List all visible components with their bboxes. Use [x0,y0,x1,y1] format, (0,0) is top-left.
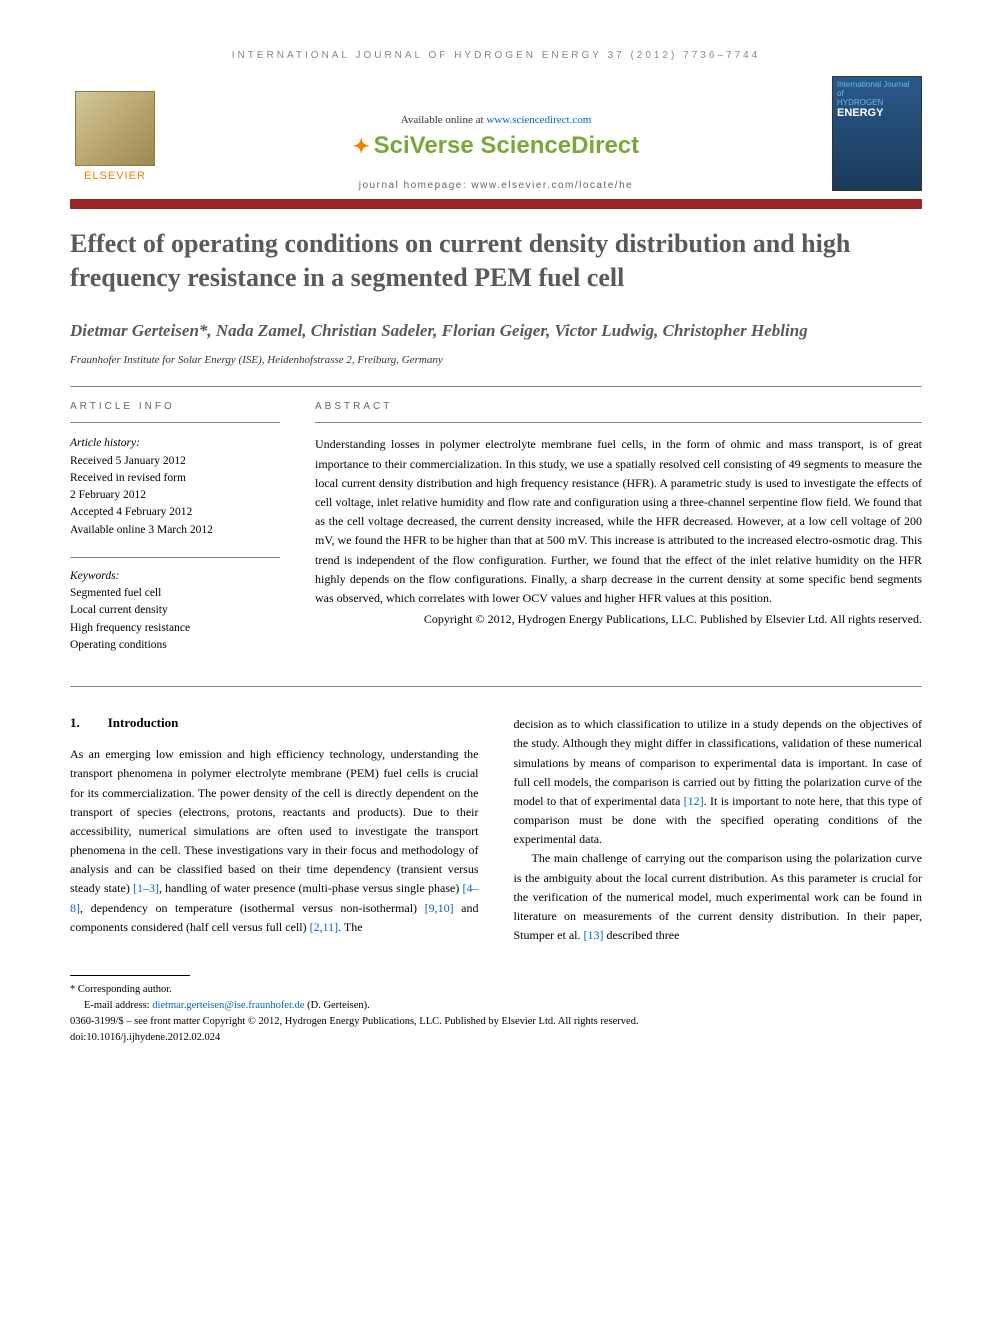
ref-9-10-link[interactable]: [9,10] [425,901,454,915]
ref-1-3-link[interactable]: [1–3] [133,881,159,895]
history-online: Available online 3 March 2012 [70,522,280,539]
info-divider [70,557,280,558]
sciverse-logo: ✦SciVerse ScienceDirect [175,132,817,160]
page-container: INTERNATIONAL JOURNAL OF HYDROGEN ENERGY… [0,0,992,1085]
divider-bottom [70,686,922,687]
available-prefix: Available online at [401,114,487,126]
email-line: E-mail address: dietmar.gerteisen@ise.fr… [84,998,922,1014]
sciverse-icon: ✦ [353,136,370,158]
history-revised-1: Received in revised form [70,470,280,487]
footnote-block: * Corresponding author. E-mail address: … [70,982,922,1045]
body-columns: 1. Introduction As an emerging low emissi… [70,715,922,945]
email-suffix: (D. Gerteisen). [304,1000,369,1011]
body-text-left: As an emerging low emission and high eff… [70,745,479,937]
article-info-heading: ARTICLE INFO [70,401,280,423]
sciencedirect-link[interactable]: www.sciencedirect.com [486,114,591,126]
journal-homepage: journal homepage: www.elsevier.com/locat… [175,180,817,191]
email-link[interactable]: dietmar.gerteisen@ise.fraunhofer.de [152,1000,304,1011]
elsevier-tree-icon [75,91,155,166]
abstract-text: Understanding losses in polymer electrol… [315,435,922,608]
section-1-heading: 1. Introduction [70,715,479,731]
section-1-number: 1. [70,715,80,730]
keyword-1: Segmented fuel cell [70,585,280,602]
cover-line1: International Journal of [837,81,917,99]
article-history-block: Article history: Received 5 January 2012… [70,435,280,539]
journal-cover-thumbnail[interactable]: International Journal of HYDROGEN ENERGY [832,76,922,191]
section-1-title: Introduction [108,715,179,730]
email-label: E-mail address: [84,1000,152,1011]
keyword-4: Operating conditions [70,637,280,654]
abstract-copyright: Copyright © 2012, Hydrogen Energy Public… [315,610,922,629]
history-revised-2: 2 February 2012 [70,487,280,504]
keyword-3: High frequency resistance [70,620,280,637]
article-info-column: ARTICLE INFO Article history: Received 5… [70,401,280,672]
keyword-2: Local current density [70,602,280,619]
affiliation: Fraunhofer Institute for Solar Energy (I… [70,354,922,366]
ref-2-11-link[interactable]: [2,11] [310,920,339,934]
body-1a: As an emerging low emission and high eff… [70,747,479,895]
body-1b: , handling of water presence (multi-phas… [159,881,463,895]
footnote-copyright: 0360-3199/$ – see front matter Copyright… [70,1014,922,1030]
keywords-block: Keywords: Segmented fuel cell Local curr… [70,568,280,654]
red-divider-bar [70,199,922,209]
body-2c: The main challenge of carrying out the c… [514,851,923,942]
journal-header: INTERNATIONAL JOURNAL OF HYDROGEN ENERGY… [70,50,922,61]
body-column-right: decision as to which classification to u… [514,715,923,945]
center-header: Available online at www.sciencedirect.co… [160,114,832,191]
keywords-label: Keywords: [70,568,280,585]
corresponding-author: * Corresponding author. [70,982,922,998]
ref-13-link[interactable]: [13] [583,928,603,942]
header-row: ELSEVIER Available online at www.science… [70,76,922,191]
info-abstract-row: ARTICLE INFO Article history: Received 5… [70,401,922,672]
abstract-heading: ABSTRACT [315,401,922,423]
body-text-right: decision as to which classification to u… [514,715,923,945]
available-online-text: Available online at www.sciencedirect.co… [175,114,817,126]
elsevier-logo[interactable]: ELSEVIER [70,91,160,191]
history-received: Received 5 January 2012 [70,453,280,470]
body-2d: described three [603,928,679,942]
history-label: Article history: [70,435,280,452]
authors-list: Dietmar Gerteisen*, Nada Zamel, Christia… [70,319,922,343]
ref-12-link[interactable]: [12] [684,794,704,808]
cover-line3: ENERGY [837,107,917,119]
article-title: Effect of operating conditions on curren… [70,227,922,295]
elsevier-text: ELSEVIER [84,170,146,182]
cover-line2: HYDROGEN [837,99,917,108]
sciverse-text: SciVerse ScienceDirect [374,132,640,159]
body-column-left: 1. Introduction As an emerging low emissi… [70,715,479,945]
footnote-divider [70,975,190,976]
divider-top [70,386,922,387]
history-accepted: Accepted 4 February 2012 [70,504,280,521]
body-1c: , dependency on temperature (isothermal … [80,901,425,915]
abstract-column: ABSTRACT Understanding losses in polymer… [315,401,922,672]
footnote-doi: doi:10.1016/j.ijhydene.2012.02.024 [70,1030,922,1046]
body-1e: . The [338,920,362,934]
